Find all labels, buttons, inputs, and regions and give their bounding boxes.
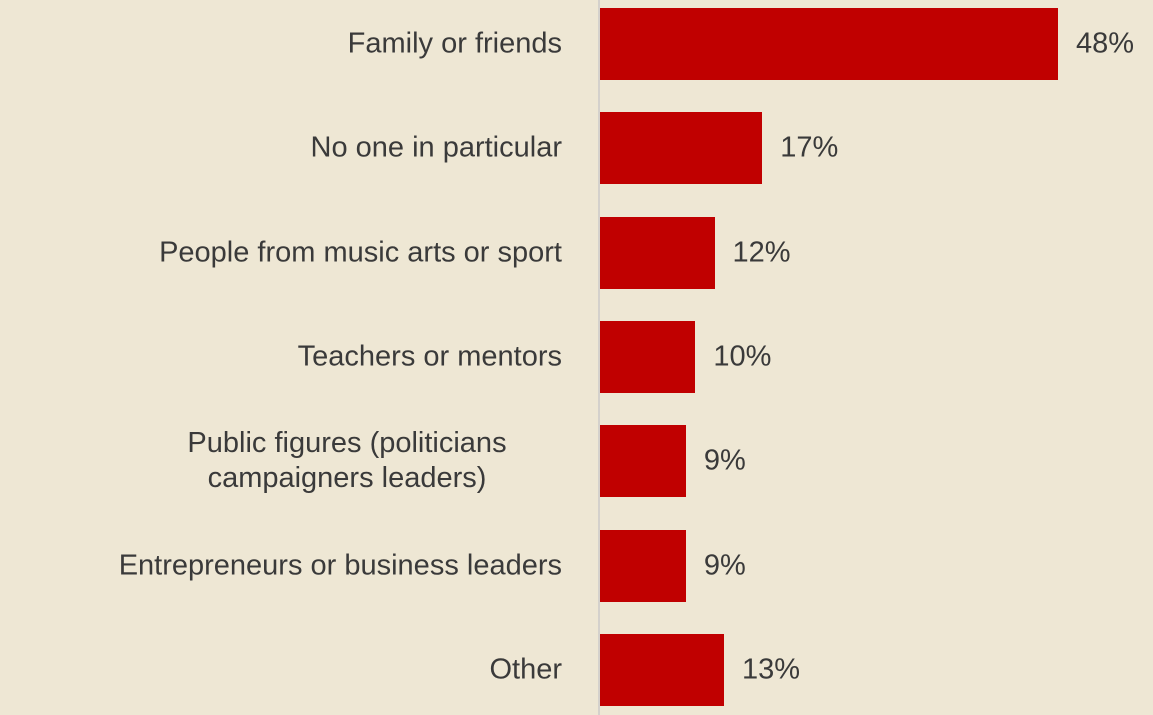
category-label: Family or friends	[347, 27, 562, 60]
value-label: 9%	[703, 549, 746, 581]
value-label: 13%	[742, 653, 801, 686]
bar	[600, 216, 715, 289]
bar	[600, 8, 1058, 80]
bar	[600, 112, 763, 185]
category-label: No one in particular	[310, 131, 562, 164]
value-label: 48%	[1076, 27, 1135, 60]
category-label: People from music arts or sport	[159, 236, 562, 269]
category-label: Entrepreneurs or business leaders	[118, 549, 562, 582]
bar	[600, 425, 686, 498]
category-label: Public figures (politicians campaigners …	[187, 427, 507, 495]
category-label: Other	[489, 653, 562, 686]
axis-line	[598, 0, 600, 715]
category-label: Teachers or mentors	[297, 340, 562, 373]
value-label: 17%	[780, 131, 839, 164]
bar	[600, 633, 725, 706]
value-label: 12%	[732, 236, 791, 269]
bar	[600, 529, 686, 602]
value-label: 9%	[703, 444, 746, 477]
bar	[600, 320, 696, 393]
value-label: 10%	[713, 340, 772, 373]
